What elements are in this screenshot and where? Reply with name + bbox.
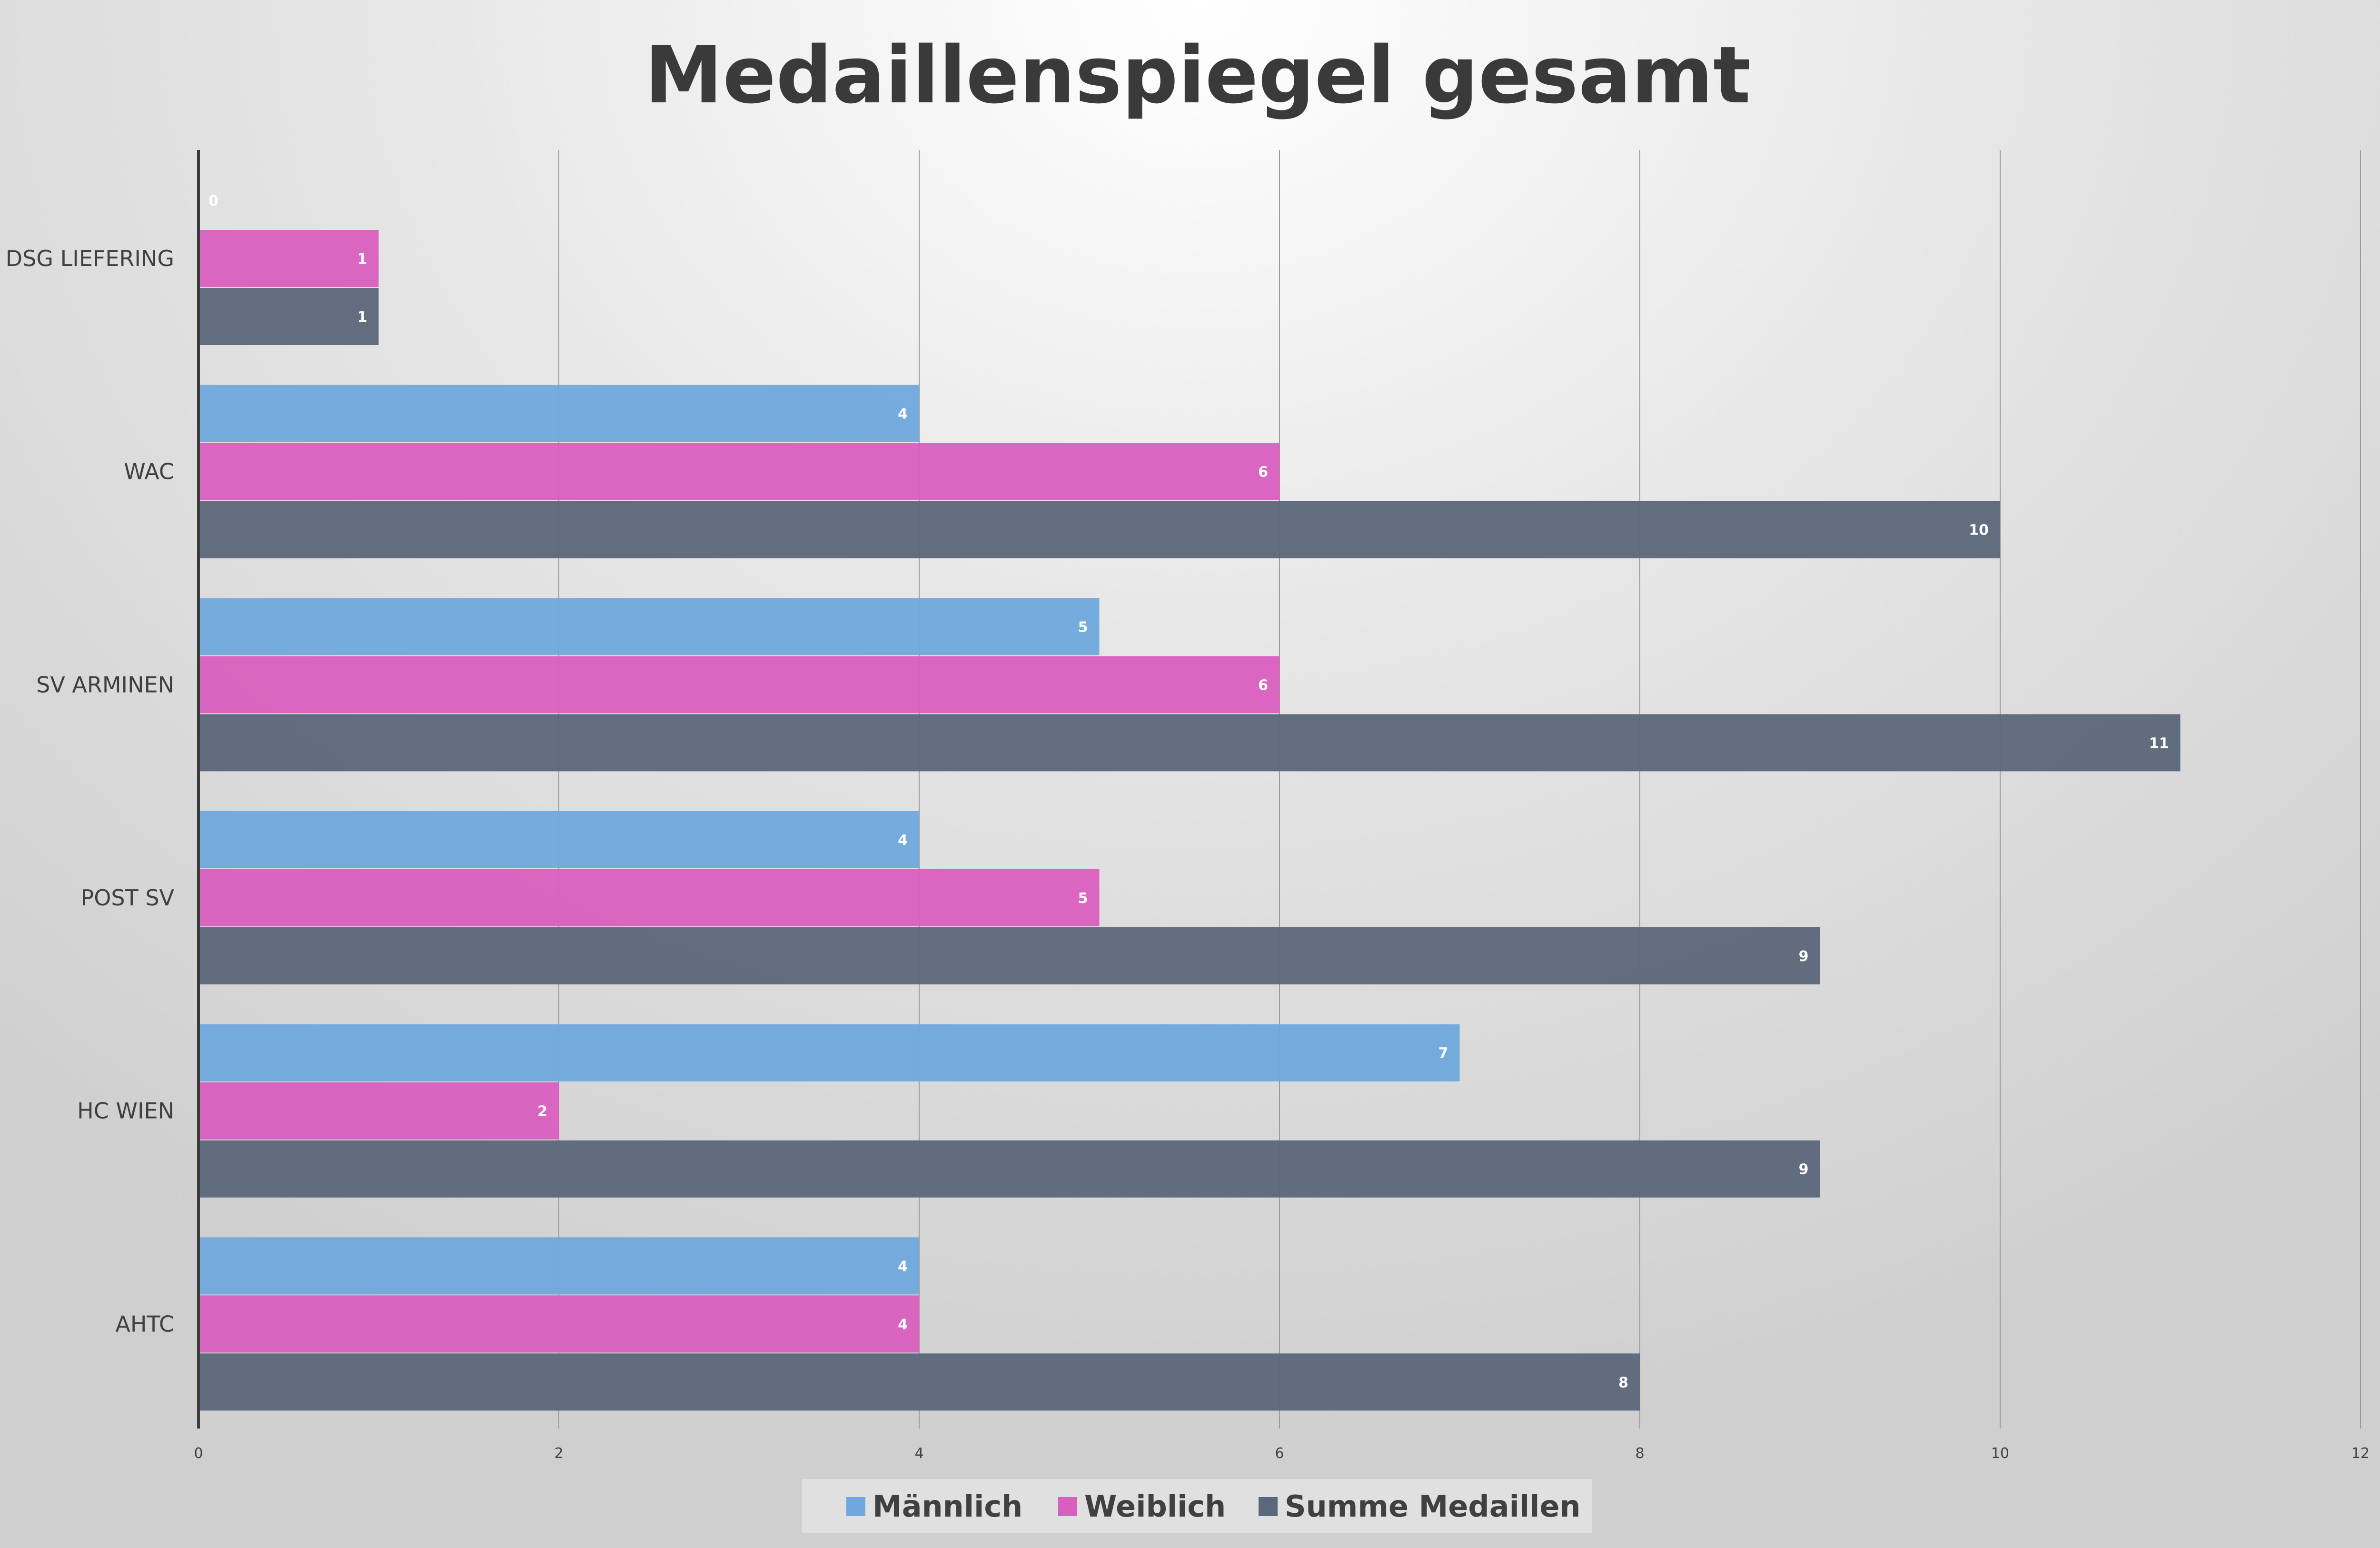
bar-männlich — [200, 811, 919, 868]
legend-label: Männlich — [873, 1489, 1022, 1524]
x-tick-label: 6 — [1275, 1445, 1284, 1462]
bar-weiblich — [200, 230, 379, 287]
data-label: 8 — [1618, 1374, 1628, 1391]
data-label: 4 — [898, 1316, 908, 1333]
data-label: 9 — [1799, 948, 1809, 965]
bar-summe-medaillen — [200, 1140, 1820, 1198]
bar-männlich — [200, 1237, 919, 1295]
data-label: 5 — [1078, 619, 1088, 635]
data-label: 1 — [357, 251, 367, 268]
bar-männlich — [200, 385, 919, 442]
bar-weiblich — [200, 1295, 919, 1353]
bar-summe-medaillen — [200, 714, 2181, 772]
x-tick-label: 2 — [554, 1445, 563, 1462]
bar-männlich — [200, 598, 1100, 655]
bar-weiblich — [200, 656, 1279, 714]
gridlines — [558, 150, 2361, 1429]
data-label: 2 — [537, 1103, 547, 1120]
chart-title: Medaillenspiegel gesamt — [645, 30, 1751, 121]
category-label: DSG LIEFERING — [6, 246, 174, 271]
category-label: POST SV — [80, 885, 174, 911]
data-label: 11 — [2149, 735, 2169, 752]
category-label: AHTC — [115, 1311, 174, 1337]
data-label: 4 — [898, 1258, 908, 1275]
data-label: 4 — [898, 832, 908, 849]
legend-swatch — [1058, 1497, 1077, 1516]
data-label: 6 — [1258, 677, 1268, 694]
bar-summe-medaillen — [200, 501, 2000, 558]
bar-weiblich — [200, 443, 1279, 500]
data-label: 7 — [1438, 1045, 1448, 1062]
category-label: WAC — [124, 459, 174, 485]
bar-summe-medaillen — [200, 927, 1820, 984]
data-label: 9 — [1799, 1161, 1809, 1178]
legend-box — [802, 1479, 1592, 1533]
bar-weiblich — [200, 1082, 559, 1140]
data-label: 10 — [1969, 522, 1989, 539]
legend-swatch — [846, 1497, 865, 1516]
data-label: 0 — [208, 193, 218, 209]
data-label: 6 — [1258, 464, 1268, 481]
bar-summe-medaillen — [200, 1353, 1640, 1411]
category-label: HC WIEN — [77, 1098, 174, 1124]
bar-männlich — [200, 1024, 1460, 1082]
category-label: SV ARMINEN — [36, 672, 174, 697]
x-tick-label: 10 — [1991, 1445, 2009, 1462]
legend-label: Summe Medaillen — [1285, 1489, 1581, 1524]
category-labels: DSG LIEFERING WAC SV ARMINEN POST SV HC WIEN… — [6, 246, 175, 1337]
legend-swatch — [1259, 1497, 1278, 1516]
x-tick-labels: 0 2 4 6 8 10 12 — [194, 1445, 2370, 1462]
bar-summe-medaillen — [200, 288, 379, 345]
legend-label: Weiblich — [1084, 1489, 1226, 1524]
x-tick-label: 12 — [2351, 1445, 2370, 1462]
legend: Männlich Weiblich Summe Medaillen — [846, 1489, 1581, 1524]
x-tick-label: 0 — [194, 1445, 203, 1462]
data-label: 4 — [898, 406, 908, 423]
x-tick-label: 8 — [1635, 1445, 1644, 1462]
bar-weiblich — [200, 869, 1100, 926]
data-label: 1 — [357, 309, 367, 326]
x-tick-label: 4 — [914, 1445, 923, 1462]
data-label: 5 — [1078, 890, 1088, 907]
